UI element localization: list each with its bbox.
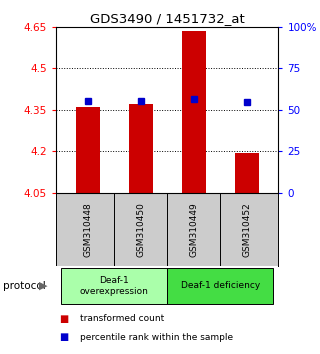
Bar — [182, 31, 205, 193]
Text: ■: ■ — [59, 332, 68, 342]
Text: Deaf-1
overexpression: Deaf-1 overexpression — [80, 276, 149, 296]
Text: ■: ■ — [59, 314, 68, 324]
Text: GSM310450: GSM310450 — [136, 202, 145, 257]
Text: Deaf-1 deficiency: Deaf-1 deficiency — [180, 281, 260, 290]
Bar — [129, 104, 153, 193]
Title: GDS3490 / 1451732_at: GDS3490 / 1451732_at — [90, 12, 244, 25]
Text: transformed count: transformed count — [80, 314, 164, 323]
Bar — [235, 153, 259, 193]
Text: protocol: protocol — [3, 281, 46, 291]
Text: GSM310448: GSM310448 — [83, 202, 92, 257]
Text: percentile rank within the sample: percentile rank within the sample — [80, 333, 233, 342]
Bar — [76, 107, 100, 193]
Text: ▶: ▶ — [39, 281, 47, 291]
Bar — [167, 268, 273, 304]
Text: GSM310449: GSM310449 — [189, 202, 198, 257]
Bar — [61, 268, 167, 304]
Text: GSM310452: GSM310452 — [242, 202, 251, 257]
